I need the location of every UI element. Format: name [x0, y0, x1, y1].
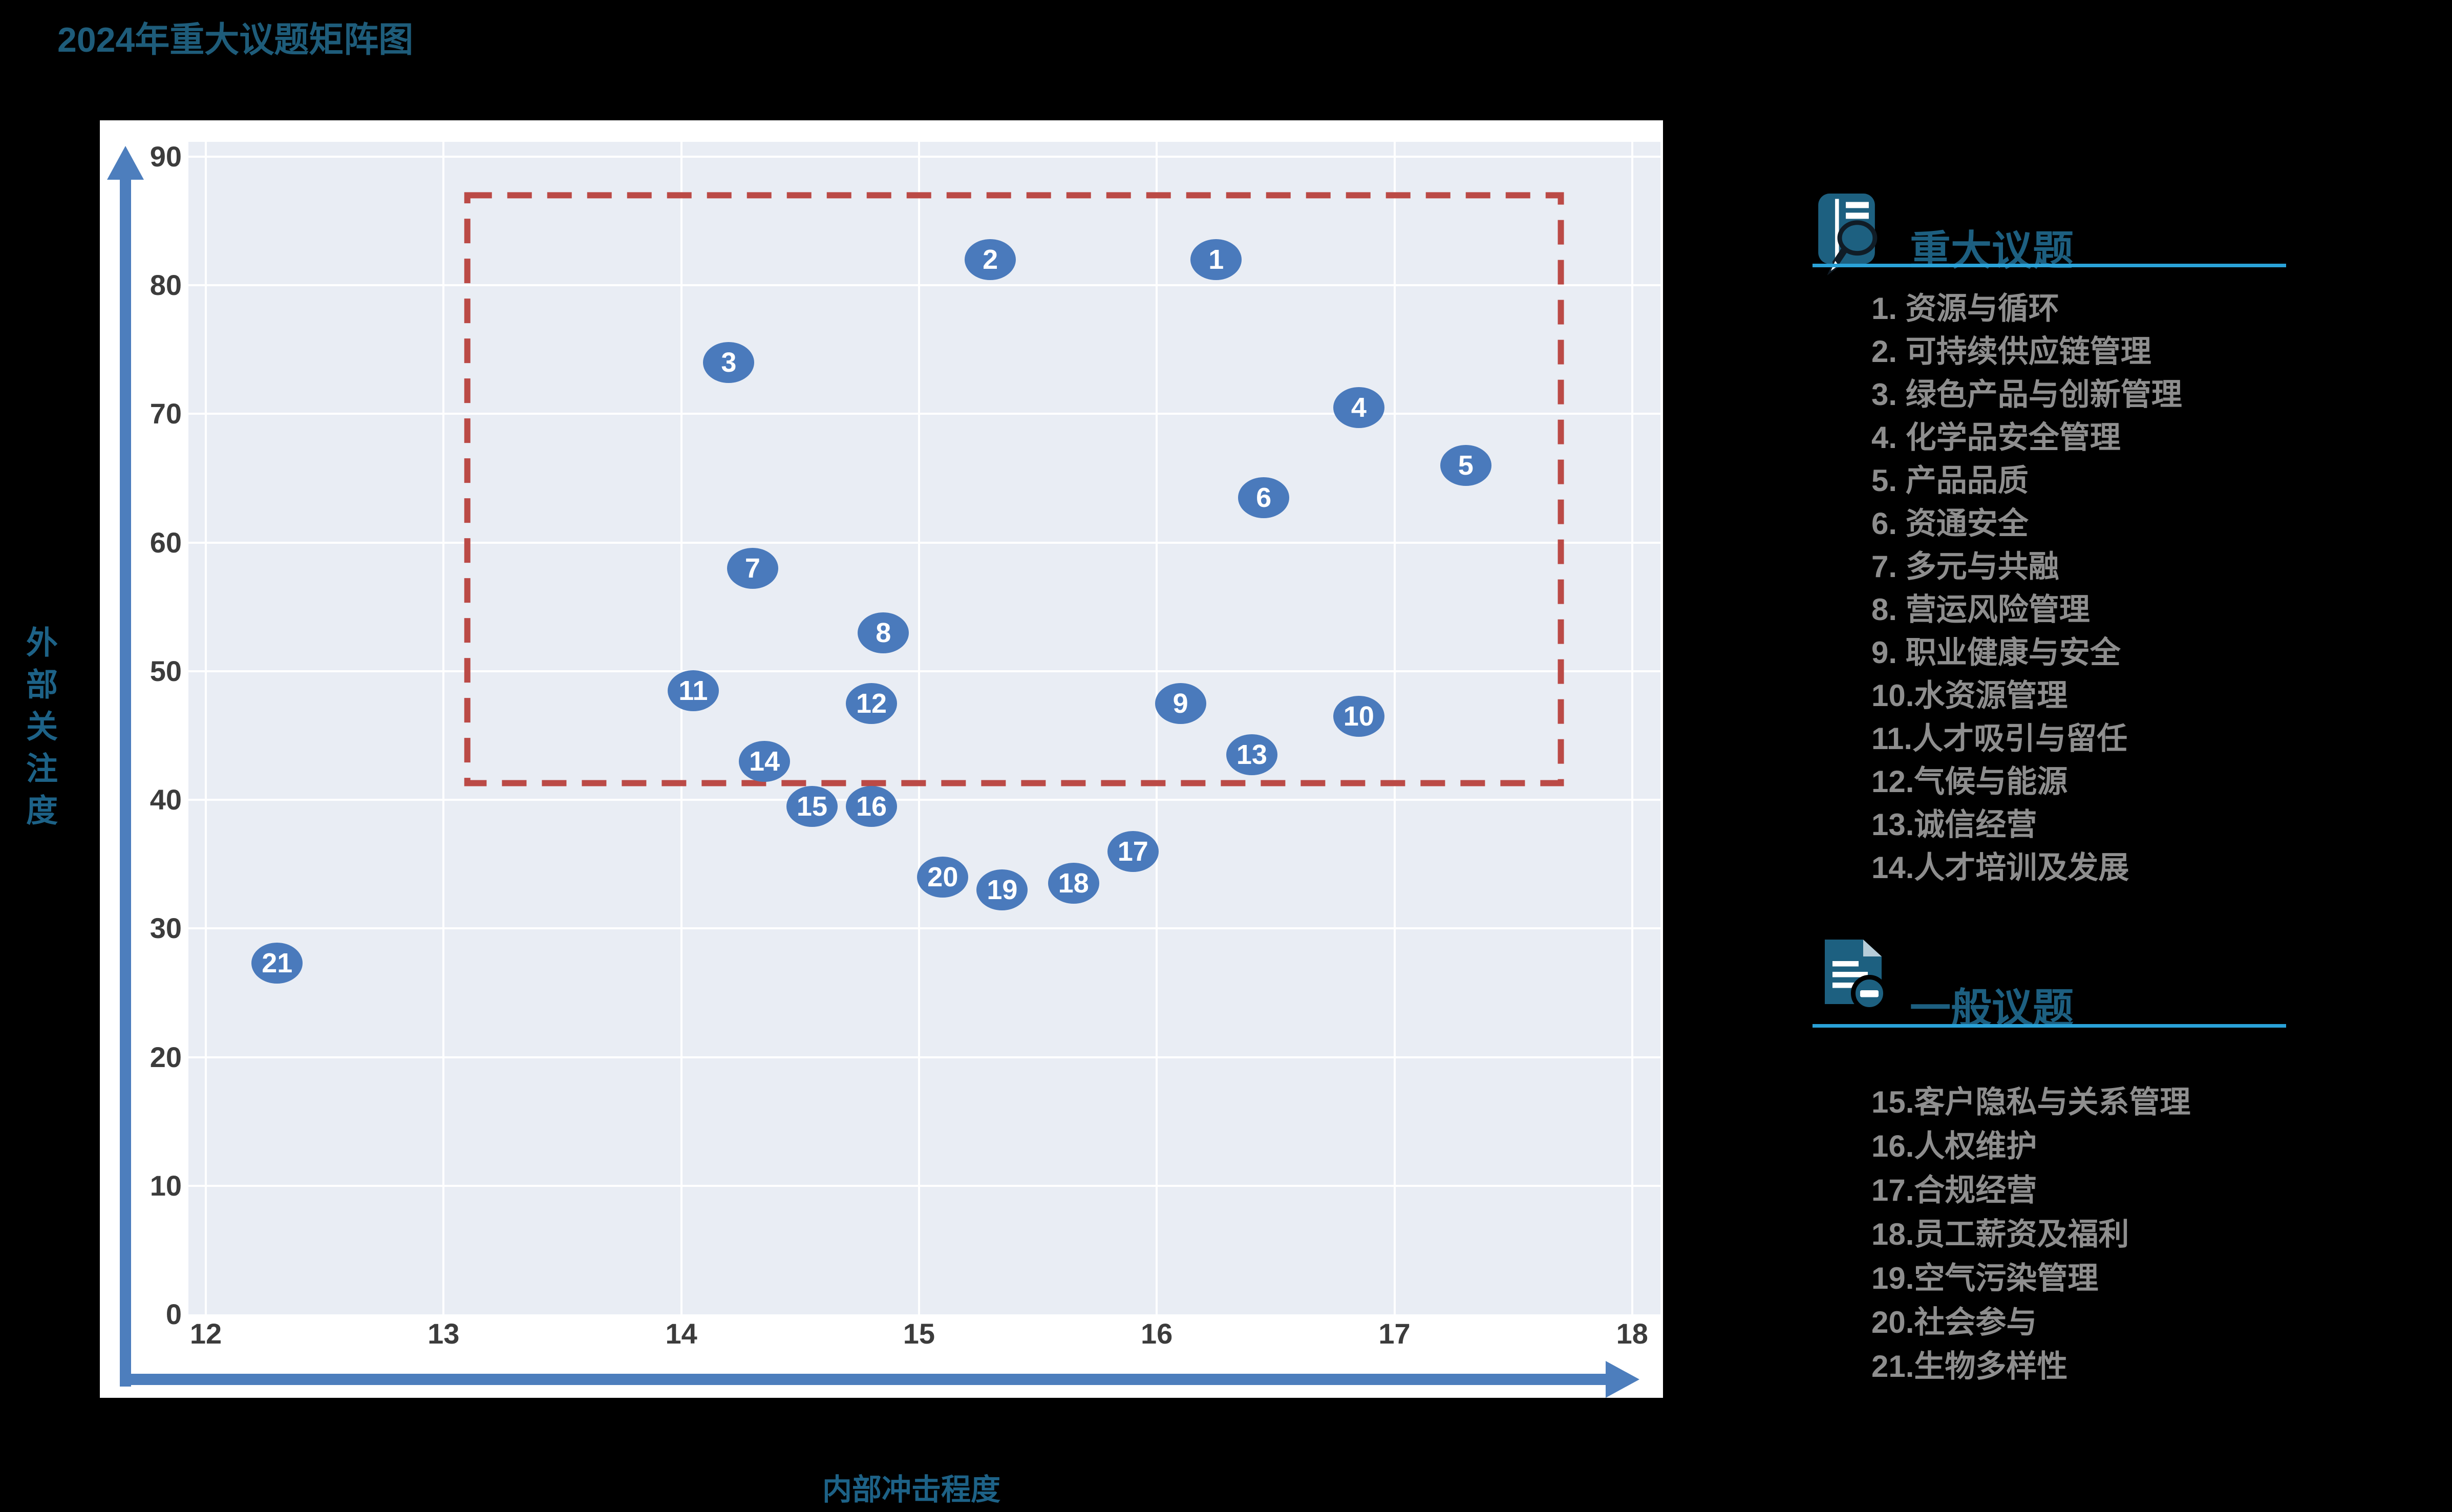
legend-underline-general: [1813, 1024, 2286, 1028]
gridline-x-12: [205, 142, 207, 1314]
highlight-box: [464, 192, 1564, 786]
legend-item-3: 3. 绿色产品与创新管理: [1871, 377, 2182, 412]
legend-item-20: 20.社会参与: [1871, 1305, 2037, 1339]
legend-item-5: 5. 产品品质: [1871, 463, 2029, 498]
plot-area: [188, 142, 1660, 1314]
y-tick-label-0: 0: [165, 1298, 182, 1330]
legend-item-15: 15.客户隐私与关系管理: [1871, 1085, 2191, 1119]
legend-item-11: 11.人才吸引与留任: [1871, 721, 2128, 756]
legend-header-major: 重大议题: [1910, 228, 2074, 273]
gridline-y-40: [188, 799, 1660, 801]
legend-item-18: 18.员工薪资及福利: [1871, 1217, 2129, 1251]
y-tick-label-30: 30: [150, 912, 182, 945]
y-tick-label-80: 80: [150, 269, 182, 302]
bubble-19: 19: [976, 869, 1028, 910]
chart-panel: 1 2 3 4 5 6 7 8 9 10 11 12 13 14 15 16 17 18 19 20 21 0 10 20 3…: [100, 120, 1663, 1398]
legend-item-17: 17.合规经营: [1871, 1173, 2037, 1207]
y-axis-line: [120, 178, 131, 1387]
y-tick-label-90: 90: [150, 140, 182, 173]
gridline-y-50: [188, 670, 1660, 672]
y-tick-label-60: 60: [150, 526, 182, 559]
legend-item-9: 9. 职业健康与安全: [1871, 635, 2121, 670]
legend-item-16: 16.人权维护: [1871, 1129, 2037, 1163]
legend-item-1: 1. 资源与循环: [1871, 291, 2059, 326]
bubble-11: 11: [667, 670, 719, 711]
y-axis-arrow-icon: [107, 146, 144, 180]
bubble-4: 4: [1333, 387, 1384, 428]
bubble-15: 15: [786, 785, 838, 827]
gridline-x-14: [680, 142, 683, 1314]
x-tick-label-15: 15: [903, 1317, 935, 1350]
bubble-18: 18: [1048, 863, 1099, 904]
bubble-13: 13: [1226, 734, 1277, 776]
legend-header-general: 一般议题: [1910, 986, 2074, 1031]
y-axis-title: 外部关注度: [21, 626, 56, 836]
gridline-x-13: [442, 142, 445, 1314]
legend-item-8: 8. 营运风险管理: [1871, 592, 2090, 627]
x-tick-label-17: 17: [1378, 1317, 1411, 1350]
legend-item-10: 10.水资源管理: [1871, 678, 2068, 713]
bubble-14: 14: [739, 740, 791, 782]
x-tick-label-16: 16: [1141, 1317, 1173, 1350]
gridline-x-18: [1631, 142, 1633, 1314]
x-tick-label-12: 12: [189, 1317, 222, 1350]
bubble-12: 12: [846, 683, 898, 724]
legend-list-major: 1. 资源与循环 2. 可持续供应链管理 3. 绿色产品与创新管理 4. 化学品安全管…: [1871, 287, 2182, 889]
gridline-y-80: [188, 284, 1660, 287]
gridline-x-17: [1393, 142, 1396, 1314]
gridline-x-16: [1156, 142, 1158, 1314]
gridline-y-30: [188, 927, 1660, 930]
bubble-17: 17: [1107, 830, 1159, 872]
x-tick-label-13: 13: [428, 1317, 460, 1350]
bubble-1: 1: [1190, 239, 1242, 280]
y-tick-label-40: 40: [150, 783, 182, 816]
bubble-9: 9: [1155, 683, 1206, 724]
gridline-y-90: [188, 156, 1660, 158]
gridline-y-20: [188, 1056, 1660, 1058]
y-tick-label-50: 50: [150, 654, 182, 687]
legend-item-7: 7. 多元与共融: [1871, 549, 2059, 584]
gridline-y-10: [188, 1184, 1660, 1187]
y-tick-label-70: 70: [150, 397, 182, 430]
legend-list-general: 15.客户隐私与关系管理 16.人权维护 17.合规经营 18.员工薪资及福利 19.空…: [1871, 1080, 2190, 1389]
document-magnifier-icon: [1818, 194, 1878, 275]
legend-item-2: 2. 可持续供应链管理: [1871, 334, 2151, 369]
x-tick-label-14: 14: [665, 1317, 697, 1350]
bubble-6: 6: [1238, 477, 1290, 518]
document-minus-icon: [1825, 940, 1888, 1012]
x-tick-label-18: 18: [1616, 1317, 1648, 1350]
y-tick-label-10: 10: [150, 1169, 182, 1202]
gridline-y-60: [188, 541, 1660, 544]
gridline-x-15: [918, 142, 920, 1314]
bubble-5: 5: [1440, 444, 1491, 486]
page-title: 2024年重大议题矩阵图: [57, 20, 414, 59]
legend-item-6: 6. 资通安全: [1871, 506, 2029, 541]
bubble-10: 10: [1333, 695, 1384, 737]
bubble-2: 2: [965, 239, 1016, 280]
legend-item-21: 21.生物多样性: [1871, 1349, 2068, 1383]
bubble-8: 8: [858, 612, 909, 653]
legend-item-14: 14.人才培训及发展: [1871, 850, 2129, 885]
gridline-y-70: [188, 413, 1660, 415]
legend-item-12: 12.气候与能源: [1871, 764, 2068, 799]
x-axis-line: [120, 1374, 1607, 1385]
bubble-7: 7: [727, 547, 778, 589]
y-tick-label-20: 20: [150, 1040, 182, 1073]
bubble-20: 20: [917, 856, 969, 898]
legend-item-19: 19.空气污染管理: [1871, 1261, 2099, 1295]
bubble-16: 16: [846, 785, 898, 827]
x-axis-arrow-icon: [1606, 1361, 1639, 1398]
bubble-3: 3: [703, 342, 755, 383]
bubble-21: 21: [251, 943, 303, 984]
legend-item-13: 13.诚信经营: [1871, 807, 2037, 842]
x-axis-title: 内部冲击程度: [822, 1473, 1000, 1506]
legend-item-4: 4. 化学品安全管理: [1871, 420, 2121, 455]
legend-underline-major: [1813, 264, 2286, 267]
